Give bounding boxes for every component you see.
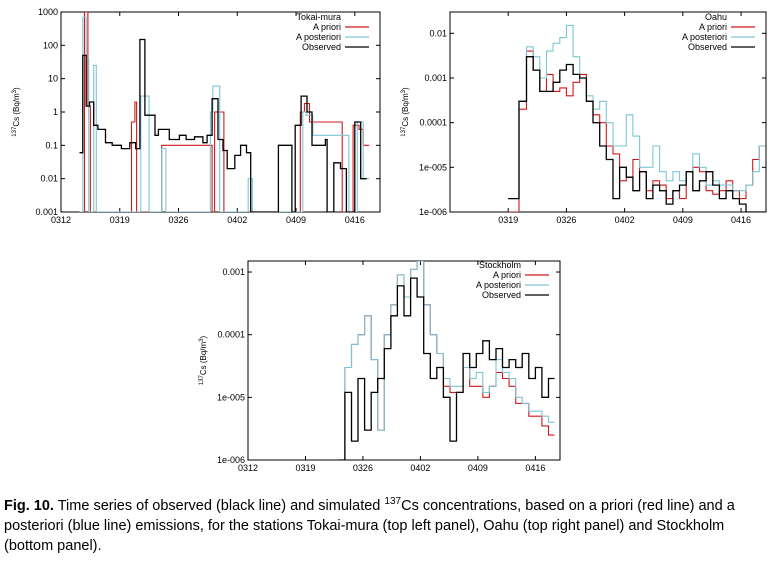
x-tick-label: 0402 (227, 215, 247, 225)
y-tick-label: 0.001 (222, 267, 245, 277)
caption-sup: 137 (384, 496, 402, 508)
plot-frame (449, 11, 767, 213)
y-tick-label: 0.1 (45, 140, 58, 150)
x-tick-label: 0409 (286, 215, 306, 225)
x-tick-label: 0319 (110, 215, 130, 225)
series-group (338, 261, 555, 460)
legend-entry-label: Observed (482, 290, 521, 300)
y-tick-label: 1e-005 (217, 392, 245, 402)
y-tick-label: 0.001 (35, 207, 58, 217)
legend-entry-label: Observed (688, 42, 727, 52)
series-observed (79, 38, 367, 212)
x-tick-label: 0416 (731, 215, 751, 225)
y-axis-label: 137Cs (Bq/m3) (12, 87, 21, 137)
series-observed (338, 277, 555, 460)
x-tick-label: 0409 (673, 215, 693, 225)
series-group (79, 12, 370, 212)
y-tick-label: 1000 (38, 7, 58, 17)
caption-text-pre: Time series of observed (black line) and… (53, 498, 385, 514)
legend-title: Oahu (705, 12, 727, 22)
x-tick-label: 0326 (169, 215, 189, 225)
x-tick-label: 0326 (556, 215, 576, 225)
legend-title: Stockholm (479, 260, 521, 270)
series-a-priori (82, 12, 370, 212)
series-observed (508, 56, 766, 212)
legend-entry-label: A posteriori (682, 32, 727, 42)
panel-oahu: 0.01 0.001 0.0001 1e-005 1e-006 0319 0326 0402 0… (401, 11, 767, 225)
caption-text-post: Cs concentrations, based on a priori (re… (4, 498, 735, 554)
y-tick-label: 0.001 (424, 73, 447, 83)
y-tick-label: 1 (53, 107, 58, 117)
legend-entry-label: A priori (493, 270, 521, 280)
series-a-posteriori (508, 24, 766, 200)
x-tick-label: 0416 (345, 215, 365, 225)
legend-entry-label: Observed (302, 42, 341, 52)
y-tick-label: 0.01 (429, 28, 447, 38)
y-tick-label: 0.01 (40, 174, 58, 184)
y-tick-label: 1e-006 (217, 455, 245, 465)
caption-label: Fig. 10. (4, 498, 54, 514)
figure-caption: Fig. 10. Time series of observed (black … (4, 496, 767, 556)
legend-entry-label: A posteriori (296, 32, 341, 42)
x-tick-label: 0416 (525, 463, 545, 473)
y-tick-label: 1e-006 (419, 207, 447, 217)
x-tick-label: 0402 (615, 215, 635, 225)
y-tick-label: 0.0001 (419, 118, 447, 128)
legend-entry-label: A posteriori (476, 280, 521, 290)
series-a-posteriori (338, 261, 555, 460)
legend-title: Tokai-mura (296, 12, 341, 22)
legend-entry-label: A priori (699, 22, 727, 32)
x-tick-label: 0319 (295, 463, 315, 473)
y-axis-label: 137Cs (Bq/m3) (401, 87, 410, 137)
series-group (508, 24, 766, 212)
y-tick-label: 1e-005 (419, 162, 447, 172)
y-tick-label: 10 (48, 74, 58, 84)
y-tick-label: 0.0001 (217, 330, 245, 340)
y-axis-label: 137Cs (Bq/m3) (199, 335, 208, 385)
x-tick-label: 0312 (51, 215, 71, 225)
x-tick-label: 0326 (353, 463, 373, 473)
x-tick-label: 0312 (238, 463, 258, 473)
x-tick-label: 0319 (498, 215, 518, 225)
y-tick-label: 100 (43, 40, 58, 50)
plot-frame (247, 260, 561, 461)
x-tick-label: 0402 (410, 463, 430, 473)
legend-entry-label: A priori (313, 22, 341, 32)
x-tick-label: 0409 (468, 463, 488, 473)
